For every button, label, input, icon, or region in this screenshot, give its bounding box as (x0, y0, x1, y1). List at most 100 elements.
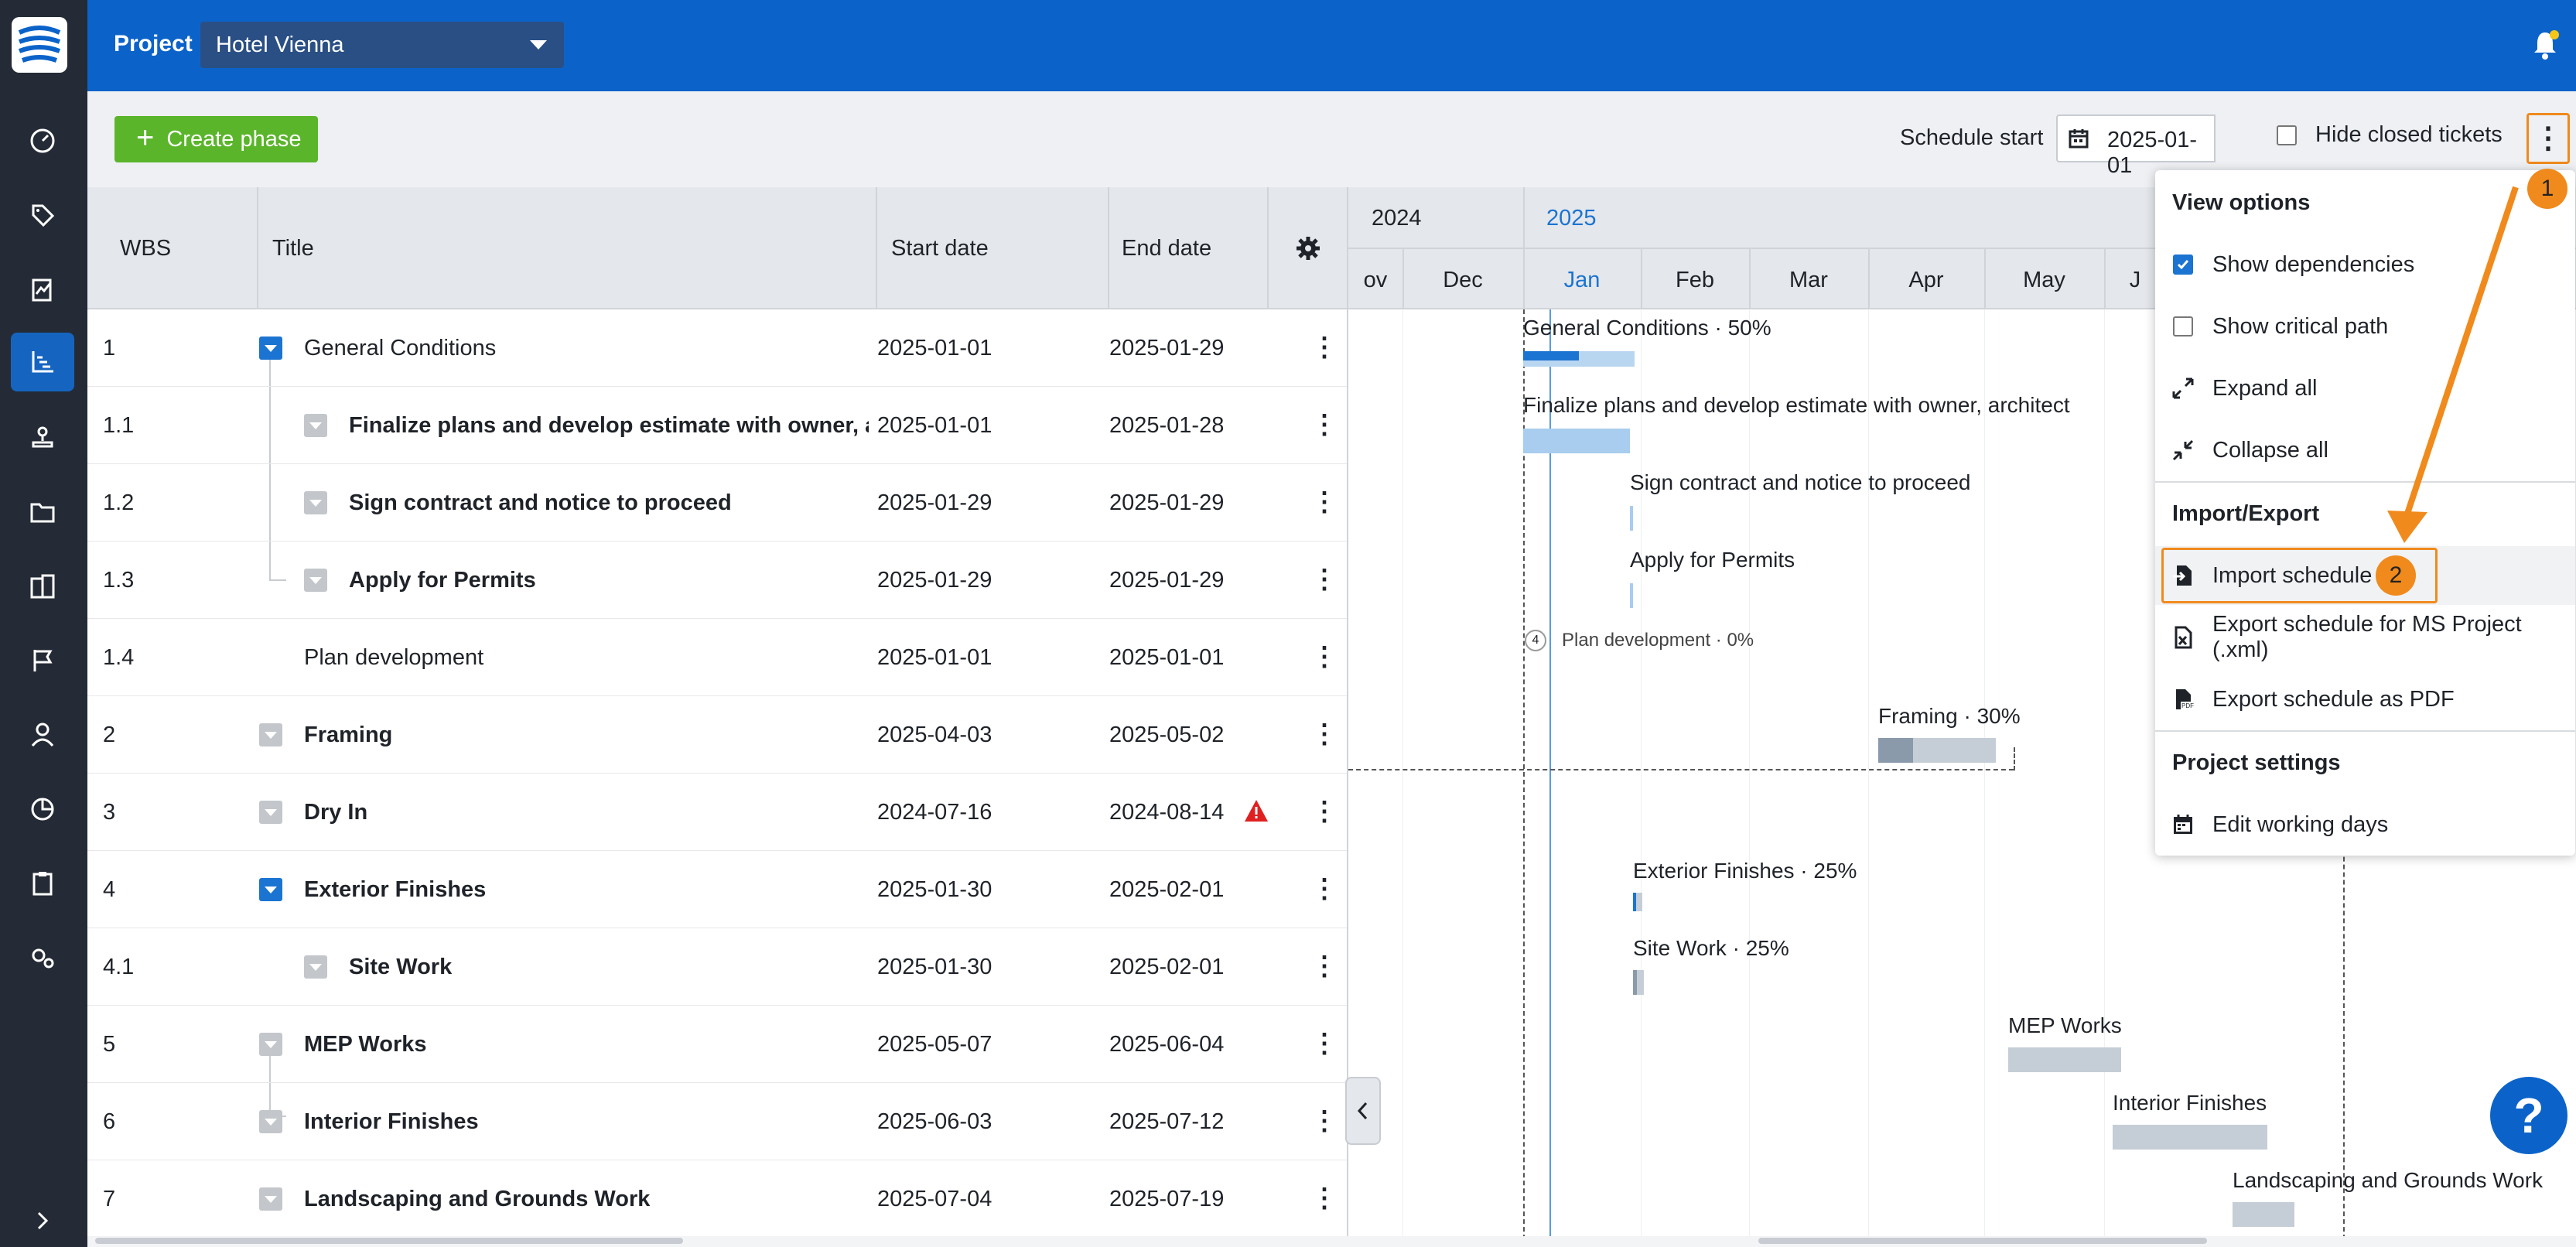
nav-dashboard-icon[interactable] (11, 111, 74, 170)
notification-bell-icon[interactable] (2530, 28, 2561, 62)
table-row[interactable]: 2 Framing 2025-04-03 2025-05-02 ⋮ (87, 696, 1347, 774)
gantt-bar-label: Plan development · 0% (1562, 630, 1754, 651)
expand-toggle-icon[interactable] (259, 337, 282, 360)
export-xml-option[interactable]: Export schedule for MS Project (.xml) (2155, 608, 2575, 667)
row-menu-icon[interactable]: ⋮ (1311, 333, 1338, 362)
expand-toggle-icon[interactable] (259, 723, 282, 746)
column-header-title[interactable]: Title (258, 187, 877, 309)
app-logo[interactable] (12, 17, 67, 73)
row-menu-icon[interactable]: ⋮ (1311, 1184, 1338, 1213)
table-row[interactable]: 1.1 Finalize plans and develop estimate … (87, 387, 1347, 464)
table-row[interactable]: 5 MEP Works 2025-05-07 2025-06-04 ⋮ (87, 1006, 1347, 1083)
expand-toggle-icon[interactable] (259, 1187, 282, 1211)
import-schedule-option[interactable]: Import schedule (2155, 546, 2575, 605)
gantt-bar-general-conditions[interactable] (1523, 351, 1635, 367)
table-row[interactable]: 1.2 Sign contract and notice to proceed … (87, 464, 1347, 542)
table-row[interactable]: 4 Exterior Finishes 2025-01-30 2025-02-0… (87, 851, 1347, 928)
nav-folder-icon[interactable] (11, 483, 74, 542)
expand-toggle-icon[interactable] (259, 878, 282, 901)
project-select[interactable]: Hotel Vienna (200, 22, 564, 68)
expand-sidebar-icon[interactable] (11, 1191, 74, 1247)
row-menu-icon[interactable]: ⋮ (1311, 487, 1338, 517)
table-row[interactable]: 1 General Conditions 2025-01-01 2025-01-… (87, 309, 1347, 387)
gantt-bar-site-work[interactable] (1633, 970, 1644, 995)
expand-toggle-icon[interactable] (304, 414, 327, 437)
checkbox-unchecked-icon[interactable] (2173, 316, 2193, 337)
calendar-button[interactable] (2056, 114, 2101, 162)
expand-toggle-icon[interactable] (304, 955, 327, 979)
title-cell[interactable]: Interior Finishes (259, 1083, 479, 1160)
collapse-grid-button[interactable] (1345, 1077, 1381, 1145)
row-menu-icon[interactable]: ⋮ (1311, 565, 1338, 594)
expand-toggle-icon[interactable] (304, 569, 327, 592)
nav-settings-icon[interactable] (11, 928, 74, 987)
scrollbar-thumb-left[interactable] (95, 1238, 683, 1244)
nav-tag-icon[interactable] (11, 186, 74, 244)
row-menu-icon[interactable]: ⋮ (1311, 719, 1338, 749)
help-button[interactable]: ? (2490, 1077, 2567, 1154)
title-cell[interactable]: Plan development (304, 644, 484, 670)
checkbox-checked-icon[interactable] (2173, 255, 2193, 275)
expand-all-option[interactable]: Expand all (2155, 359, 2575, 418)
title-cell[interactable]: Landscaping and Grounds Work (259, 1160, 650, 1238)
title-cell[interactable]: Apply for Permits (304, 542, 536, 619)
title-cell[interactable]: Site Work (304, 928, 452, 1006)
show-critical-path-option[interactable]: Show critical path (2155, 297, 2575, 356)
horizontal-scrollbar[interactable] (87, 1236, 2576, 1247)
row-menu-icon[interactable]: ⋮ (1311, 642, 1338, 671)
scrollbar-thumb-right[interactable] (1758, 1238, 2207, 1244)
nav-report-icon[interactable] (11, 260, 74, 319)
nav-schedule-icon[interactable] (11, 333, 74, 391)
nav-stamp-icon[interactable] (11, 408, 74, 467)
title-cell[interactable]: MEP Works (259, 1006, 426, 1083)
row-menu-icon[interactable]: ⋮ (1311, 874, 1338, 904)
title-cell[interactable]: Sign contract and notice to proceed (304, 464, 732, 542)
more-options-button[interactable]: ⋮ (2526, 113, 2570, 164)
collapse-all-option[interactable]: Collapse all (2155, 421, 2575, 480)
row-menu-icon[interactable]: ⋮ (1311, 797, 1338, 826)
column-header-wbs[interactable]: WBS (87, 187, 258, 309)
table-row[interactable]: 3 Dry In 2024-07-16 2024-08-14 ⋮ (87, 774, 1347, 851)
row-menu-icon[interactable]: ⋮ (1311, 1029, 1338, 1058)
expand-toggle-icon[interactable] (304, 491, 327, 514)
row-menu-icon[interactable]: ⋮ (1311, 1106, 1338, 1136)
title-cell[interactable]: Framing (259, 696, 392, 774)
table-row[interactable]: 6 Interior Finishes 2025-06-03 2025-07-1… (87, 1083, 1347, 1160)
nav-clipboard-icon[interactable] (11, 854, 74, 913)
export-pdf-option[interactable]: PDF Export schedule as PDF (2155, 670, 2575, 729)
gantt-bar-framing[interactable] (1878, 738, 1996, 763)
title-cell[interactable]: Exterior Finishes (259, 851, 486, 928)
edit-working-days-option[interactable]: Edit working days (2155, 795, 2575, 854)
create-phase-button[interactable]: + Create phase (114, 116, 318, 162)
table-row[interactable]: 1.3 Apply for Permits 2025-01-29 2025-01… (87, 542, 1347, 619)
row-menu-icon[interactable]: ⋮ (1311, 951, 1338, 981)
table-row[interactable]: 7 Landscaping and Grounds Work 2025-07-0… (87, 1160, 1347, 1238)
gantt-bar-exterior-finishes[interactable] (1633, 893, 1642, 911)
column-header-start[interactable]: Start date (877, 187, 1109, 309)
column-header-end[interactable]: End date (1109, 187, 1269, 309)
gantt-bar-landscaping[interactable] (2233, 1202, 2294, 1227)
row-menu-icon[interactable]: ⋮ (1311, 410, 1338, 439)
gantt-bar-sign-contract[interactable] (1630, 506, 1633, 531)
show-dependencies-option[interactable]: Show dependencies (2155, 235, 2575, 294)
gantt-bar-finalize-plans[interactable] (1523, 429, 1630, 453)
hide-closed-tickets-checkbox[interactable] (2277, 125, 2297, 145)
nav-user-icon[interactable] (11, 705, 74, 764)
table-row[interactable]: 4.1 Site Work 2025-01-30 2025-02-01 ⋮ (87, 928, 1347, 1006)
nav-flag-icon[interactable] (11, 631, 74, 690)
nav-piechart-icon[interactable] (11, 780, 74, 839)
gantt-bar-mep-works[interactable] (2008, 1047, 2121, 1072)
expand-toggle-icon[interactable] (259, 1110, 282, 1133)
expand-toggle-icon[interactable] (259, 1033, 282, 1056)
milestone-count-badge[interactable]: 4 (1525, 630, 1546, 651)
expand-toggle-icon[interactable] (259, 801, 282, 824)
title-cell[interactable]: Finalize plans and develop estimate with… (304, 387, 869, 464)
title-cell[interactable]: Dry In (259, 774, 367, 851)
nav-building-icon[interactable] (11, 557, 74, 616)
gantt-bar-interior-finishes[interactable] (2113, 1125, 2267, 1150)
gantt-bar-apply-permits[interactable] (1630, 583, 1633, 608)
table-row[interactable]: 1.4 Plan development 2025-01-01 2025-01-… (87, 619, 1347, 696)
schedule-start-input[interactable]: 2025-01-01 (2099, 114, 2216, 178)
column-settings-button[interactable] (1269, 187, 1347, 309)
title-cell[interactable]: General Conditions (259, 309, 496, 387)
